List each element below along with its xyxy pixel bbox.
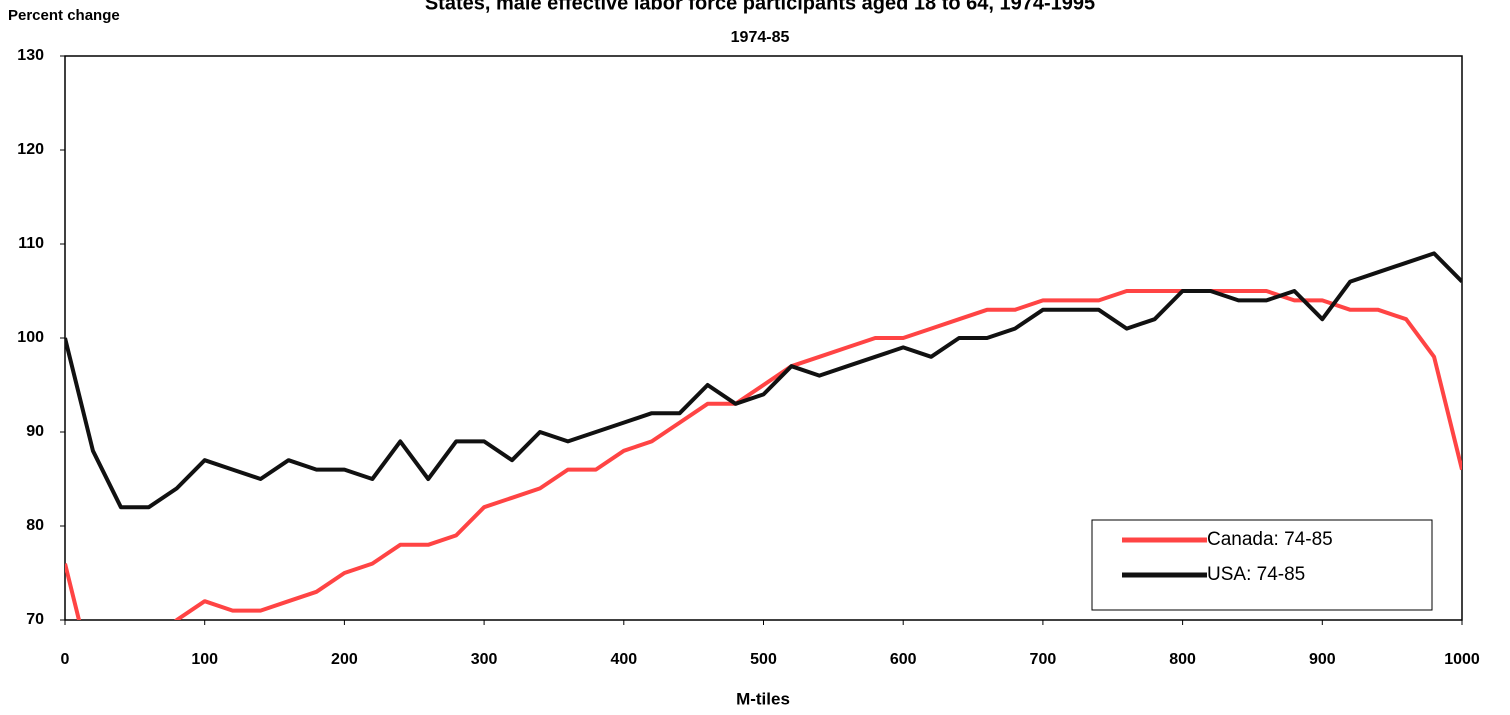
data-line (65, 251, 1462, 510)
x-tick-label: 900 (1309, 651, 1336, 668)
x-tick-label: 1000 (1444, 651, 1480, 668)
x-tick-label: 200 (331, 651, 358, 668)
x-tick-label: 800 (1169, 651, 1196, 668)
legend-label: Canada: 74-85 (1207, 529, 1333, 550)
y-tick-label: 120 (17, 141, 44, 158)
y-tick-label: 110 (18, 235, 44, 252)
legend-label: USA: 74-85 (1207, 564, 1305, 585)
x-tick-label: 700 (1030, 651, 1057, 668)
y-tick-label: 90 (26, 423, 44, 440)
data-line (65, 289, 1462, 620)
chart-title: States, male effective labor force parti… (425, 0, 1095, 14)
x-tick-label: 600 (890, 651, 917, 668)
x-tick-label: 400 (610, 651, 637, 668)
y-tick-label: 80 (26, 517, 44, 534)
legend-box (1091, 519, 1433, 611)
y-tick-label: 100 (17, 329, 44, 346)
plot-area (65, 251, 1462, 620)
x-tick-label: 0 (61, 651, 70, 668)
x-tick-label: 500 (750, 651, 777, 668)
y-tick-label: 130 (17, 47, 44, 64)
x-tick-label: 100 (191, 651, 218, 668)
x-tick-label: 300 (471, 651, 498, 668)
chart-subtitle: 1974-85 (731, 29, 790, 46)
x-axis-label: M-tiles (736, 689, 790, 708)
y-tick-label: 70 (26, 611, 44, 628)
y-axis-label: Percent change (8, 7, 120, 24)
